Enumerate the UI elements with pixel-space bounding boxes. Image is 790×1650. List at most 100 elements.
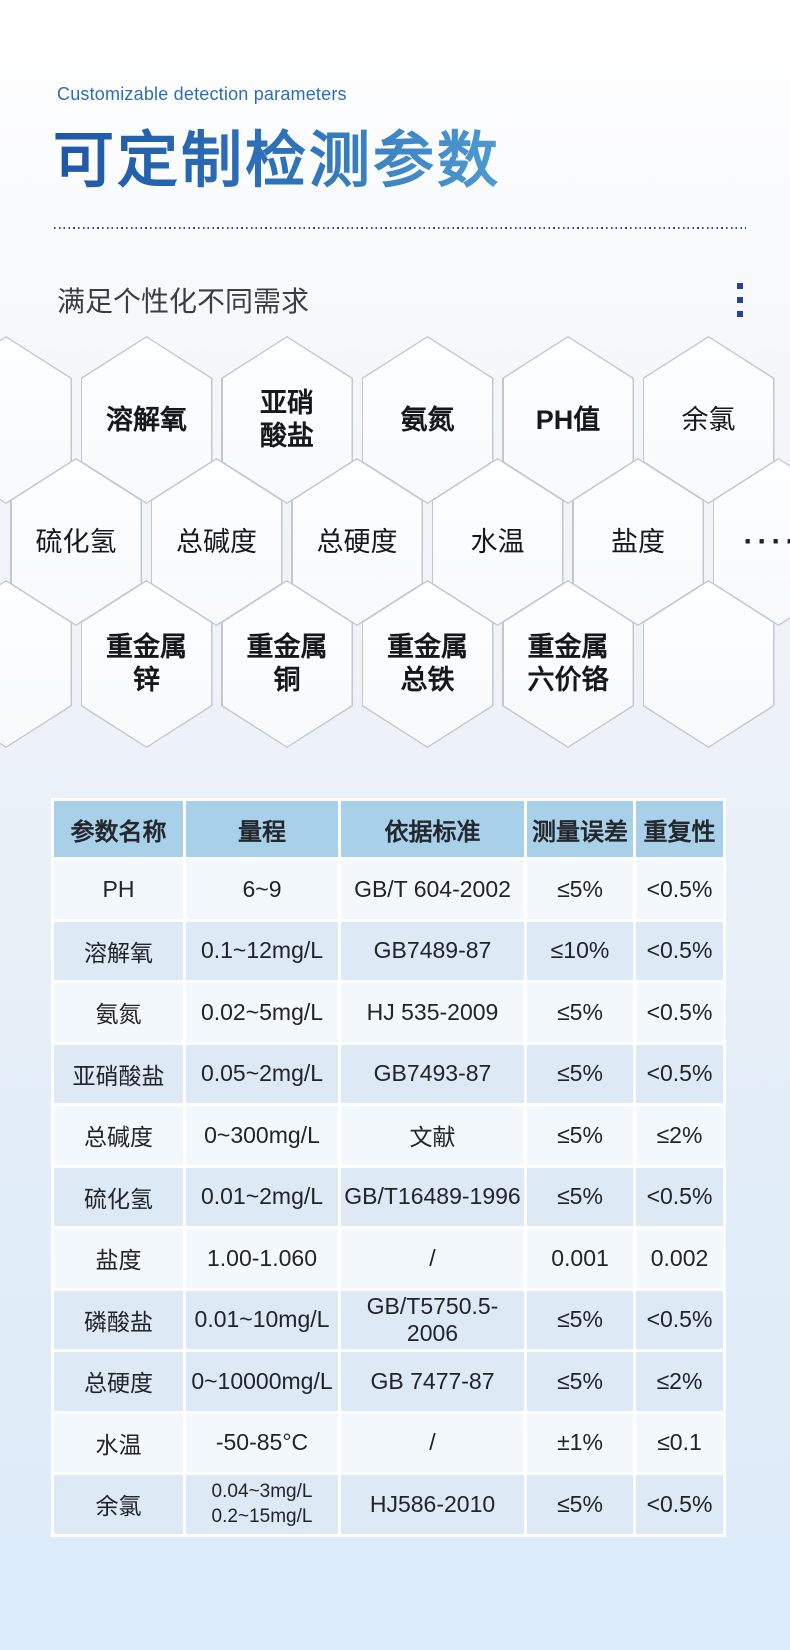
hexagon-label: 重金属 六价铬	[527, 632, 609, 695]
range-cell: 0~300mg/L	[186, 1106, 338, 1165]
standard-cell: HJ 535-2009	[341, 983, 524, 1042]
table-header-cell: 重复性	[636, 801, 723, 857]
hexagon-label: 硫化氢	[35, 526, 117, 557]
standard-cell: GB7489-87	[341, 921, 524, 980]
hexagon-face: 重金属铜	[222, 581, 352, 747]
error-cell: ≤5%	[527, 1290, 633, 1349]
hexagon-face: 总硬度	[292, 459, 422, 625]
table-header-cell: 测量误差	[527, 801, 633, 857]
table-row-总碱度: 总碱度 0~300mg/L 文献 ≤5% ≤2%	[54, 1106, 723, 1165]
param-cell: 盐度	[54, 1229, 183, 1288]
hexagon-badge-empty	[642, 580, 775, 748]
table-row-余氯: 余氯 0.04~3mg/L 0.2~15mg/L HJ586-2010 ≤5% <0.5%	[54, 1475, 723, 1534]
repeat-cell: ≤0.1	[636, 1413, 723, 1472]
range-cell: 0.04~3mg/L 0.2~15mg/L	[186, 1475, 338, 1534]
hexagon-face: 盐度	[573, 459, 703, 625]
repeat-cell: ≤2%	[636, 1106, 723, 1165]
param-cell: 亚硝酸盐	[54, 1044, 183, 1103]
hexagon-label: PH值	[535, 404, 601, 435]
error-cell: ≤5%	[527, 1352, 633, 1411]
repeat-cell: 0.002	[636, 1229, 723, 1288]
repeat-cell: <0.5%	[636, 1475, 723, 1534]
hexagon-face: 水温	[433, 459, 562, 625]
vertical-dots-decoration	[737, 283, 743, 325]
error-cell: ≤5%	[527, 1106, 633, 1165]
hexagon-face	[644, 581, 773, 747]
hexagon-badge-重金属六价铬: 重金属 六价铬	[502, 580, 634, 748]
hexagon-badge-重金属铜: 重金属铜	[221, 580, 353, 748]
table-header-cell: 量程	[186, 801, 338, 857]
error-cell: ≤10%	[527, 921, 633, 980]
repeat-cell: <0.5%	[636, 1044, 723, 1103]
subtitle-text: 满足个性化不同需求	[57, 286, 310, 317]
standard-cell: GB 7477-87	[341, 1352, 524, 1411]
dotted-divider	[54, 227, 746, 229]
table-row-亚硝酸盐: 亚硝酸盐 0.05~2mg/L GB7493-87 ≤5% <0.5%	[54, 1044, 723, 1103]
repeat-cell: <0.5%	[636, 921, 723, 980]
repeat-cell: <0.5%	[636, 1167, 723, 1226]
hexagon-label: 亚硝 酸盐	[260, 388, 314, 451]
standard-cell: GB/T 604-2002	[341, 860, 524, 919]
table-header-cell: 依据标准	[341, 801, 524, 857]
hexagon-label: 总碱度	[176, 526, 257, 557]
range-cell: 0.02~5mg/L	[186, 983, 338, 1042]
hexagon-label: 重金属铜	[246, 632, 328, 695]
range-cell: 0.01~10mg/L	[186, 1290, 338, 1349]
param-cell: 磷酸盐	[54, 1290, 183, 1349]
repeat-cell: <0.5%	[636, 1290, 723, 1349]
dot-square	[737, 311, 743, 317]
table-row-氨氮: 氨氮 0.02~5mg/L HJ 535-2009 ≤5% <0.5%	[54, 983, 723, 1042]
hexagon-label: 总硬度	[316, 526, 398, 557]
table-row-硫化氢: 硫化氢 0.01~2mg/L GB/T16489-1996 ≤5% <0.5%	[54, 1167, 723, 1226]
range-cell: 6~9	[186, 860, 338, 919]
error-cell: 0.001	[527, 1229, 633, 1288]
range-cell: 0~10000mg/L	[186, 1352, 338, 1411]
dot-square	[737, 283, 743, 289]
error-cell: ≤5%	[527, 1167, 633, 1226]
hexagon-badge-氨氮: 氨氮	[361, 336, 494, 504]
standard-cell: /	[341, 1229, 524, 1288]
hexagon-face: 亚硝 酸盐	[222, 337, 352, 503]
param-cell: 溶解氧	[54, 921, 183, 980]
range-cell: 1.00-1.060	[186, 1229, 338, 1288]
hexagon-face: 余氯	[644, 337, 773, 503]
standard-cell: GB/T16489-1996	[341, 1167, 524, 1226]
error-cell: ≤5%	[527, 860, 633, 919]
hexagon-face: 硫化氢	[11, 459, 141, 625]
table-row-磷酸盐: 磷酸盐 0.01~10mg/L GB/T5750.5-2006 ≤5% <0.5%	[54, 1290, 723, 1349]
hexagon-label: 溶解氧	[106, 404, 187, 435]
hexagon-badge-亚硝酸盐: 亚硝 酸盐	[221, 336, 353, 504]
repeat-cell: ≤2%	[636, 1352, 723, 1411]
hexagon-label: ·····	[743, 524, 790, 558]
error-cell: ≤5%	[527, 1475, 633, 1534]
table-header-cell: 参数名称	[54, 801, 183, 857]
hexagon-label: 水温	[470, 526, 525, 557]
param-cell: PH	[54, 860, 183, 919]
table-header-row: 参数名称 量程 依据标准 测量误差 重复性	[54, 801, 723, 857]
param-cell: 硫化氢	[54, 1167, 183, 1226]
param-cell: 水温	[54, 1413, 183, 1472]
hexagon-face: 溶解氧	[82, 337, 211, 503]
hexagon-face: 氨氮	[363, 337, 492, 503]
range-cell: -50-85°C	[186, 1413, 338, 1472]
hexagon-badge-重金属锌: 重金属锌	[80, 580, 213, 748]
range-cell: 0.01~2mg/L	[186, 1167, 338, 1226]
dot-square	[737, 297, 743, 303]
table-row-总硬度: 总硬度 0~10000mg/L GB 7477-87 ≤5% ≤2%	[54, 1352, 723, 1411]
page-title: 可定制检测参数	[53, 110, 501, 199]
param-cell: 氨氮	[54, 983, 183, 1042]
hexagon-face: PH值	[503, 337, 633, 503]
hexagon-face: 总碱度	[152, 459, 281, 625]
param-cell: 总硬度	[54, 1352, 183, 1411]
hexagon-face: 重金属 总铁	[363, 581, 492, 747]
standard-cell: GB7493-87	[341, 1044, 524, 1103]
hexagon-label: 盐度	[611, 526, 665, 557]
standard-cell: /	[341, 1413, 524, 1472]
hexagon-badge-重金属总铁: 重金属 总铁	[361, 580, 494, 748]
table-row-盐度: 盐度 1.00-1.060/0.001 0.002	[54, 1229, 723, 1288]
range-cell: 0.05~2mg/L	[186, 1044, 338, 1103]
range-cell: 0.1~12mg/L	[186, 921, 338, 980]
table-row-PH: PH 6~9 GB/T 604-2002 ≤5% <0.5%	[54, 860, 723, 919]
error-cell: ≤5%	[527, 983, 633, 1042]
error-cell: ±1%	[527, 1413, 633, 1472]
